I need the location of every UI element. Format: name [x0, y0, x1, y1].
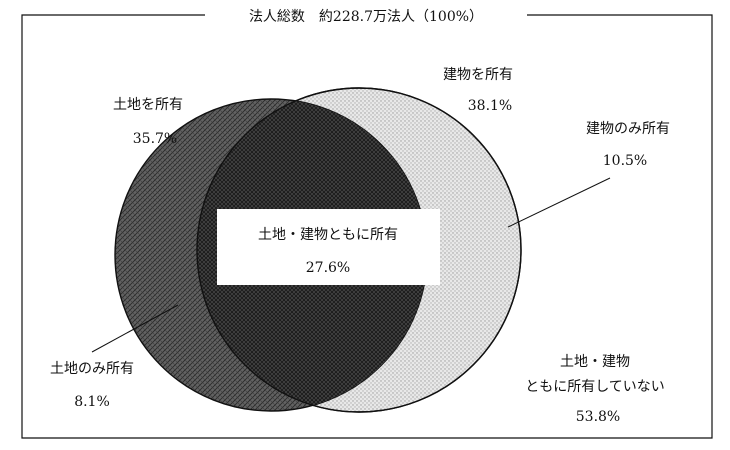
frame-border — [21, 14, 713, 439]
land-only-value: 8.1% — [74, 394, 110, 410]
land-only-leader — [91, 304, 179, 353]
land-set-value: 35.7% — [133, 131, 177, 147]
building-set-label: 建物を所有 — [443, 67, 513, 83]
diagram-title: 法人総数 約228.7万法人（100%） — [249, 9, 483, 25]
overlap-label-box — [217, 209, 440, 285]
building-set-value: 38.1% — [468, 98, 512, 114]
building-only-leader — [507, 177, 611, 228]
land-set-label: 土地を所有 — [113, 97, 183, 113]
overlap-label: 土地・建物ともに所有 — [258, 227, 398, 243]
building-outline — [196, 87, 522, 413]
neither-label-line1: 土地・建物 — [560, 354, 630, 370]
overlap-value: 27.6% — [306, 260, 350, 276]
neither-label-line2: ともに所有していない — [525, 379, 665, 395]
building-only-value: 10.5% — [603, 153, 647, 169]
land-only-label: 土地のみ所有 — [50, 361, 134, 377]
building-only-label: 建物のみ所有 — [586, 121, 670, 137]
neither-value: 53.8% — [576, 409, 620, 425]
